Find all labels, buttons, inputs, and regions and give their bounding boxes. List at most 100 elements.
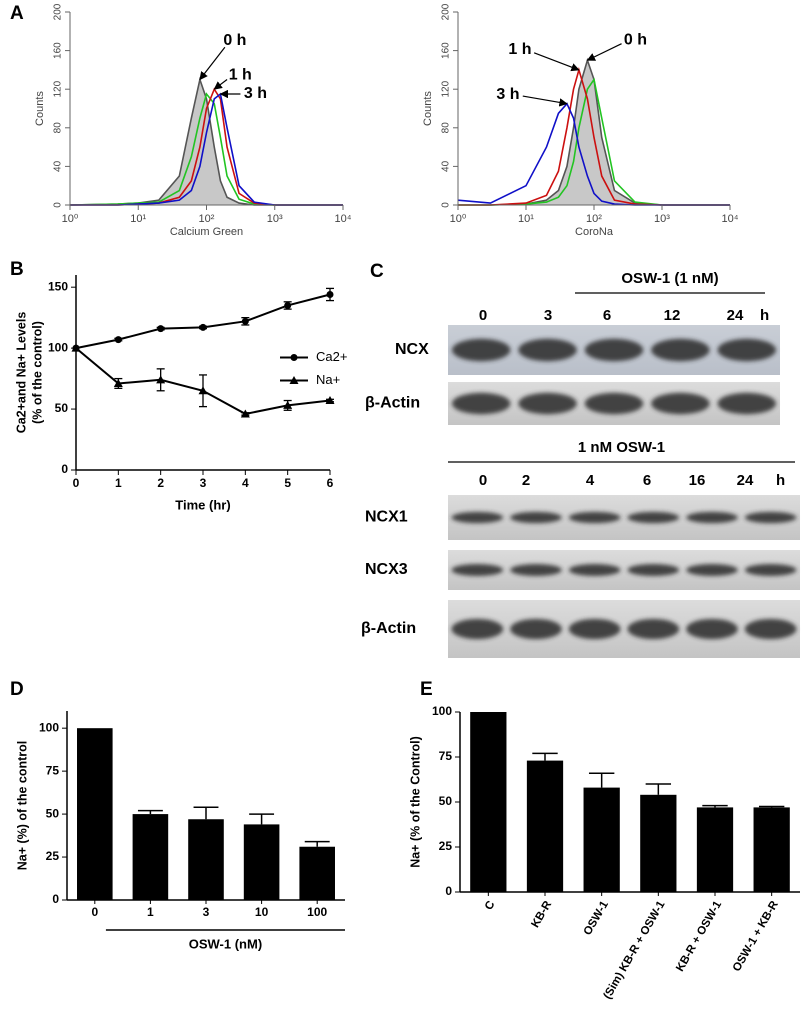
treatment-label: OSW-1 (1 nM): [621, 270, 718, 287]
x-tick-label: 10²: [199, 213, 215, 225]
x-tick-label: 10⁴: [722, 213, 739, 225]
annotation-arrow: [213, 78, 228, 90]
marker: [284, 301, 292, 309]
y-tick-label: 200: [441, 3, 452, 20]
x-tick-label: 0: [91, 905, 98, 919]
x-axis-title: OSW-1 (nM): [189, 936, 262, 951]
x-tick-label: OSW-1: [582, 898, 611, 937]
lane-unit: h: [776, 472, 785, 489]
x-tick-label: 10¹: [130, 213, 146, 225]
legend-marker: [290, 354, 298, 361]
x-tick-label: 4: [242, 476, 249, 490]
blot-band: [451, 338, 511, 362]
x-axis-title: Time (hr): [175, 497, 230, 512]
blot-strip: [448, 600, 800, 658]
panel-label: B: [10, 259, 24, 280]
x-tick-label: 3: [203, 905, 210, 919]
series-line: [70, 92, 343, 206]
annotation-arrow: [586, 43, 622, 61]
blot-band: [510, 564, 562, 576]
y-axis-title: Counts: [34, 91, 46, 126]
row-label: NCX3: [365, 561, 408, 578]
annotation: 0 h: [624, 31, 647, 48]
marker: [325, 396, 335, 405]
bar: [696, 807, 734, 892]
blot-band: [584, 392, 644, 415]
bar: [77, 728, 113, 900]
x-tick-label: C: [483, 899, 498, 912]
area-fill: [458, 60, 730, 205]
blot-strip: [448, 550, 800, 590]
y-tick-label: 50: [55, 401, 69, 415]
marker: [199, 323, 207, 331]
y-tick-label: 0: [53, 202, 64, 208]
x-axis-title: CoroNa: [575, 226, 614, 238]
x-tick-label: KB-R: [529, 898, 554, 929]
blot-band: [651, 392, 710, 415]
error-bar: [588, 772, 615, 788]
lane-label: 6: [643, 472, 651, 489]
lane-label: 24: [727, 307, 744, 324]
lane-label: 12: [664, 307, 681, 324]
x-tick-label: 6: [327, 476, 334, 490]
x-tick-label: 1: [115, 476, 122, 490]
marker: [283, 400, 293, 409]
row-label: β-Actin: [361, 620, 416, 637]
x-axis-title: Calcium Green: [170, 226, 243, 238]
series-line: [75, 293, 331, 350]
x-tick-label: 3: [200, 476, 207, 490]
blot-band: [510, 511, 562, 524]
marker: [156, 375, 166, 384]
blot-band: [451, 564, 504, 576]
lane-label: 3: [544, 307, 552, 324]
row-label: NCX1: [365, 509, 408, 526]
row-label: β-Actin: [365, 395, 420, 412]
bar: [640, 794, 677, 892]
error-bar: [249, 813, 275, 825]
bar: [299, 846, 335, 900]
error-bar: [532, 752, 558, 761]
marker: [198, 386, 208, 395]
blot-band: [568, 511, 621, 524]
series-line: [69, 92, 343, 206]
bar: [526, 760, 564, 892]
y-tick-label: 200: [53, 3, 64, 20]
lane-label: 0: [479, 307, 487, 324]
panel-label: E: [420, 679, 433, 700]
panel-label: A: [10, 3, 24, 24]
lane-label: 2: [522, 472, 530, 489]
y-tick-label: 100: [39, 720, 59, 734]
bar: [132, 814, 169, 900]
area-fill: [70, 79, 343, 205]
x-tick-label: 10⁰: [62, 213, 79, 225]
y-tick-label: 75: [439, 749, 453, 763]
bar: [470, 712, 507, 892]
lane-unit: h: [760, 307, 769, 324]
error-bar: [645, 783, 672, 795]
marker: [326, 291, 334, 298]
bar: [243, 824, 280, 900]
bar: [188, 819, 224, 900]
y-tick-label: 50: [439, 794, 453, 808]
x-tick-label: OSW-1 + KB-R: [731, 898, 781, 973]
blot-band: [584, 338, 644, 362]
blot-band: [627, 618, 680, 640]
annotation: 3 h: [496, 86, 519, 103]
blot-band: [518, 338, 577, 362]
y-tick-label: 50: [46, 806, 60, 820]
blot-band: [744, 564, 797, 576]
x-tick-label: 10⁰: [450, 213, 467, 225]
y-tick-label: 25: [439, 839, 453, 853]
x-tick-label: 5: [284, 476, 291, 490]
blot-band: [627, 511, 680, 524]
marker: [114, 336, 122, 344]
y-axis-title: (% of the control): [30, 321, 44, 424]
y-tick-label: 75: [46, 763, 60, 777]
y-tick-label: 40: [53, 160, 64, 172]
marker: [113, 378, 123, 387]
y-tick-label: 0: [52, 892, 59, 906]
x-tick-label: 10²: [586, 213, 602, 225]
legend-label: Ca2+: [316, 349, 347, 364]
error-bar: [304, 840, 330, 847]
